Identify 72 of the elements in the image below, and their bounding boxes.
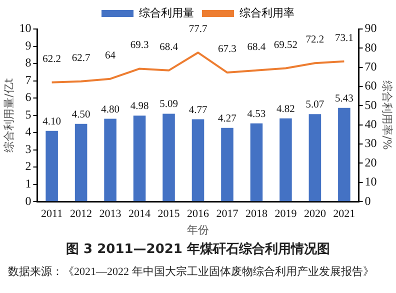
legend-label: 综合利用量 — [139, 6, 194, 20]
bar — [280, 118, 292, 202]
y-tick-label: 6 — [25, 90, 32, 104]
data-label: 68.4 — [160, 42, 179, 53]
y2-tick-label: 50 — [364, 98, 377, 112]
bar — [192, 119, 204, 202]
y2-tick-label: 70 — [364, 60, 377, 74]
bar — [338, 108, 350, 202]
x-tick-label: 2021 — [333, 208, 356, 220]
y2-tick-label: 90 — [364, 21, 377, 36]
text: 图 3 2011—2021 年煤矸石综合利用情况图 — [65, 240, 331, 258]
y-tick-label: 2 — [25, 159, 32, 174]
data-label: 69.52 — [274, 40, 298, 51]
data-label: 62.7 — [72, 52, 90, 64]
data-label: 64 — [105, 50, 116, 62]
y-tick-label: 0 — [25, 194, 32, 208]
x-tick-label: 2016 — [187, 208, 210, 220]
y2-tick-label: 40 — [364, 117, 377, 132]
x-tick-label: 2012 — [70, 208, 92, 220]
y-tick-label: 1 — [25, 176, 32, 190]
data-label: 62.2 — [42, 54, 62, 65]
data-label: 69.3 — [130, 40, 149, 52]
y-tick-label: 3 — [25, 142, 32, 156]
data-label: 77.7 — [188, 24, 208, 36]
data-label: 5.43 — [334, 93, 354, 104]
data-label: 5.07 — [306, 100, 324, 111]
data-label: 67.3 — [218, 44, 236, 56]
data-label: 4.10 — [42, 116, 62, 128]
data-label: 4.82 — [276, 104, 295, 115]
legend-label: 综合利用率 — [240, 6, 294, 20]
data-label: 4.50 — [72, 109, 90, 120]
bar — [133, 116, 146, 202]
x-tick-label: 2013 — [99, 208, 122, 220]
x-tick-label: 2019 — [274, 208, 298, 220]
y2-axis-title: 综合利用率/% — [380, 80, 394, 150]
x-tick-label: 2015 — [158, 208, 180, 220]
y2-tick-label: 30 — [364, 136, 377, 150]
y-tick-label: 4 — [25, 124, 32, 139]
y-tick-label: 7 — [25, 72, 32, 87]
y2-tick-label: 60 — [364, 78, 377, 93]
y-axis-title: 综合利用量/亿t — [2, 78, 16, 152]
bar — [104, 118, 116, 202]
x-tick-label: 2017 — [216, 208, 239, 220]
x-axis-title: 年份 — [187, 223, 209, 236]
bar — [221, 128, 234, 202]
bar — [308, 114, 322, 202]
x-tick-label: 2014 — [128, 208, 152, 220]
x-tick-label: 2020 — [304, 208, 326, 220]
bar — [74, 124, 88, 202]
bar — [46, 130, 58, 202]
y2-tick-label: 20 — [364, 155, 377, 170]
data-label: 72.2 — [306, 34, 324, 46]
y-tick-label: 8 — [25, 56, 32, 70]
y-tick-label: 10 — [19, 21, 32, 36]
data-label: 4.98 — [130, 101, 149, 112]
data-label: 73.1 — [334, 32, 354, 44]
y2-tick-label: 80 — [364, 40, 377, 54]
y2-tick-label: 0 — [364, 194, 371, 208]
data-label: 68.4 — [247, 42, 266, 53]
bar — [250, 123, 263, 202]
y-tick-label: 5 — [25, 107, 32, 122]
data-label: 4.80 — [101, 104, 120, 116]
bar — [162, 114, 175, 202]
data-label: 5.09 — [160, 99, 178, 110]
x-tick-label: 2011 — [41, 208, 63, 220]
data-label: 4.77 — [188, 104, 208, 116]
source-note: 数据来源：《2021—2022 年中国大宗工业固体废物综合利用产业发展报告》 — [8, 264, 375, 279]
data-label: 4.27 — [218, 113, 236, 124]
y2-tick-label: 10 — [364, 174, 377, 189]
data-label: 4.53 — [247, 108, 266, 120]
y-tick-label: 9 — [25, 38, 32, 52]
x-tick-label: 2018 — [245, 208, 268, 220]
